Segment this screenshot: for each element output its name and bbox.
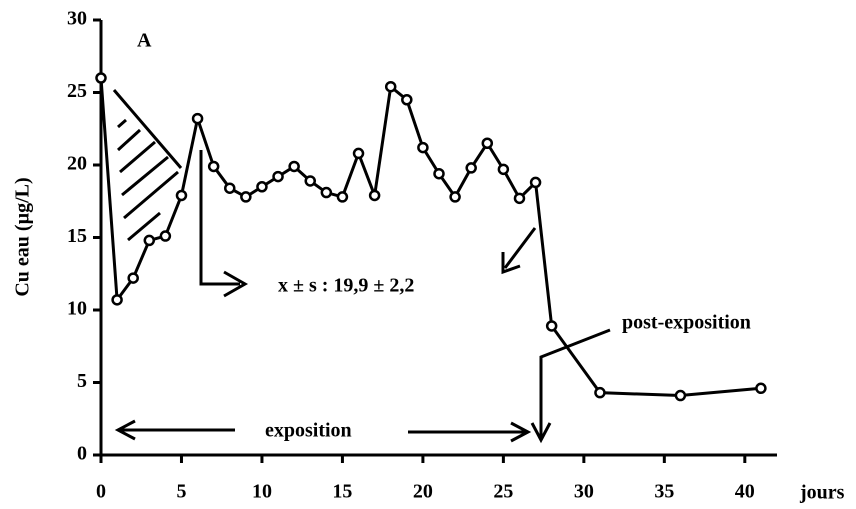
data-point — [224, 182, 236, 194]
arrow-head — [530, 422, 552, 444]
data-point — [288, 160, 300, 173]
panel-label: A — [137, 30, 152, 52]
annotation: x ± s : 19,9 ± 2,2 — [278, 275, 414, 297]
x-tick-label: 15 — [332, 481, 352, 503]
data-point — [143, 234, 156, 247]
annotation-line — [112, 89, 183, 169]
data-point — [336, 191, 349, 203]
y-tick-label: 20 — [67, 153, 87, 175]
x-tick-label: 30 — [574, 481, 594, 503]
annotation: exposition — [265, 420, 352, 442]
data-point — [513, 192, 526, 205]
arrow-head — [510, 421, 532, 443]
data-point — [417, 141, 429, 154]
x-tick-label: 20 — [413, 481, 433, 503]
data-point — [256, 181, 268, 193]
data-point — [175, 189, 188, 202]
x-tick-label: 35 — [654, 481, 674, 503]
arrow-head — [114, 419, 136, 441]
data-point — [304, 175, 316, 187]
data-point — [529, 176, 542, 189]
data-point — [401, 94, 413, 106]
x-tick-label: 40 — [735, 481, 755, 503]
annotation-arrow — [539, 328, 611, 440]
data-point — [159, 230, 172, 242]
y-tick-label: 5 — [77, 370, 87, 392]
arrow-head — [501, 252, 521, 275]
data-point — [272, 170, 284, 183]
data-point — [449, 191, 461, 203]
annotation-arrow — [199, 150, 240, 286]
x-tick-label: 5 — [176, 481, 186, 503]
data-point — [207, 160, 220, 173]
y-tick-label: 15 — [67, 225, 87, 247]
annotation-arrow — [503, 227, 537, 269]
data-point — [127, 272, 139, 284]
data-point — [465, 162, 477, 174]
data-point — [481, 137, 494, 149]
x-tick-label: 25 — [493, 481, 513, 503]
hatching — [116, 118, 179, 242]
data-point — [111, 294, 123, 306]
data-point — [240, 191, 252, 203]
data-point — [545, 320, 558, 332]
data-point — [320, 186, 333, 199]
y-tick-label: 25 — [67, 80, 87, 102]
annotation-shapes — [112, 89, 611, 444]
y-tick-label: 30 — [67, 8, 87, 30]
annotation: post-exposition — [622, 312, 751, 334]
y-tick-label: 10 — [67, 298, 87, 320]
data-point — [755, 382, 767, 395]
data-point — [352, 147, 365, 160]
data-point — [368, 189, 381, 202]
data-point — [594, 386, 606, 399]
x-axis-label: jours — [799, 482, 845, 504]
arrow-head — [223, 270, 249, 298]
data-point — [497, 163, 510, 176]
x-tick-label: 10 — [252, 481, 272, 503]
data-point — [191, 112, 204, 125]
data-point — [384, 80, 397, 93]
y-axis-label: Cu eau (µg/L) — [12, 177, 34, 296]
data-point — [95, 72, 107, 84]
x-tick-label: 0 — [96, 481, 106, 503]
data-point — [674, 389, 687, 402]
data-point — [433, 167, 445, 180]
y-tick-label: 0 — [77, 443, 87, 465]
